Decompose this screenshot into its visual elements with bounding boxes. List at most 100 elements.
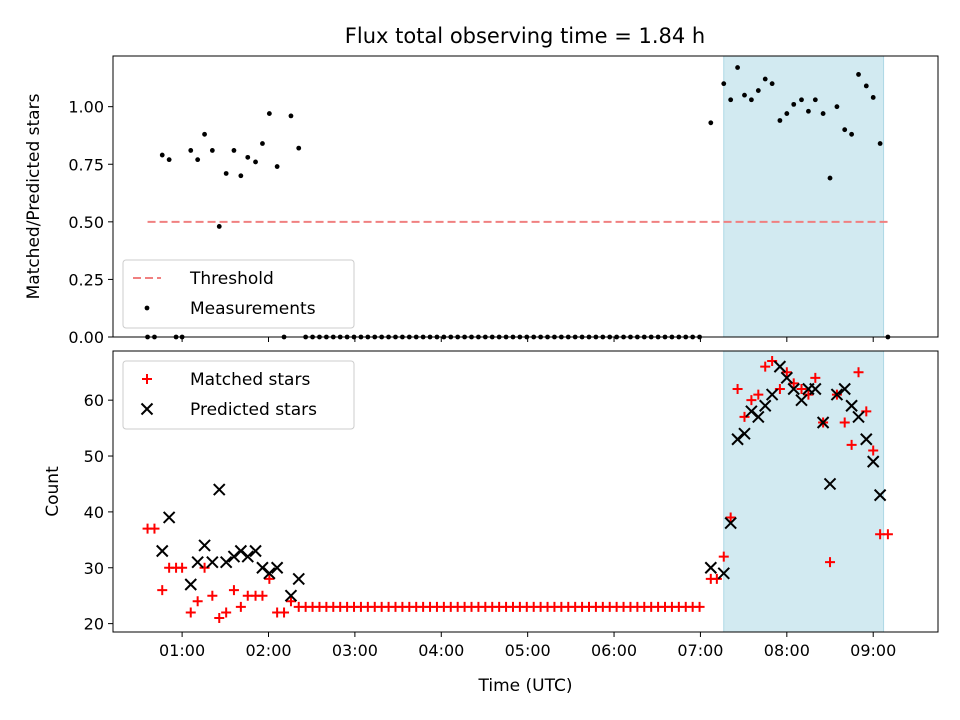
matched-star-point: [839, 417, 850, 428]
matched-star-point: [694, 601, 705, 612]
measurement-point: [721, 81, 727, 87]
predicted-star-point: [213, 483, 226, 496]
matched-star-point: [868, 445, 879, 456]
matched-star-point: [185, 607, 196, 618]
matched-star-point: [788, 378, 799, 389]
matched-star-point: [732, 383, 743, 394]
matched-star-point: [257, 590, 268, 601]
predicted-star-point: [860, 433, 873, 446]
matched-star-point: [760, 361, 771, 372]
measurement-point: [791, 101, 797, 107]
x-axis-label: Time (UTC): [478, 676, 573, 696]
predicted-star-point: [759, 399, 772, 412]
y-tick-label: 60: [84, 391, 104, 410]
predicted-star-point: [765, 388, 779, 401]
predicted-star-point: [284, 589, 298, 602]
measurement-point: [728, 97, 734, 103]
predicted-star-point: [787, 382, 800, 396]
x-tick-label: 04:00: [418, 641, 464, 660]
measurement-point: [877, 141, 883, 146]
measurement-point: [735, 65, 740, 70]
y-tick-label: 1.00: [68, 98, 104, 117]
matched-star-point: [853, 367, 864, 378]
top-legend: Threshold Measurements: [122, 259, 355, 329]
measurement-point: [784, 111, 790, 116]
predicted-star-point: [773, 360, 787, 373]
measurement-point: [245, 154, 251, 160]
measurement-point: [849, 131, 855, 137]
matched-star-point: [746, 395, 757, 406]
measurement-point: [274, 164, 280, 169]
matched-star-point: [825, 557, 836, 568]
y-tick-label: 0.25: [68, 270, 104, 289]
measurement-point: [820, 111, 826, 116]
measurement-point: [755, 88, 761, 93]
matched-star-point: [214, 613, 225, 624]
top-plot-area: [147, 56, 891, 337]
measurement-point: [231, 148, 237, 153]
measurement-point: [223, 171, 229, 176]
measurement-point: [260, 141, 265, 146]
measurement-point: [827, 175, 833, 181]
measurement-point: [812, 97, 818, 103]
predicted-star-point: [845, 399, 858, 412]
predicted-star-point: [852, 410, 865, 424]
predicted-star-point: [263, 567, 276, 580]
measurement-point: [253, 159, 258, 165]
measurement-point: [216, 224, 222, 229]
x-tick-label: 03:00: [332, 641, 378, 660]
measurement-point: [159, 152, 165, 158]
measurement-point: [799, 97, 804, 103]
x-tick-label: 08:00: [764, 641, 810, 660]
y-tick-label: 40: [84, 503, 104, 522]
matched-star-point: [177, 562, 188, 573]
matched-star-point: [264, 573, 275, 584]
predicted-star-point: [206, 555, 219, 569]
predicted-star-point: [270, 561, 284, 574]
matched-star-point: [285, 596, 296, 607]
measurement-point: [806, 108, 811, 114]
measurement-point: [863, 83, 869, 89]
top-axes-frame: [112, 55, 939, 338]
predicted-star-point: [738, 427, 751, 440]
matched-star-point: [810, 372, 821, 383]
matched-star-point: [221, 607, 232, 618]
x-tick-label: 01:00: [159, 641, 205, 660]
predicted-star-point: [809, 382, 822, 396]
matched-star-point: [781, 367, 792, 378]
legend-box: [122, 259, 355, 329]
x-tick-label: 05:00: [505, 641, 551, 660]
predicted-star-point: [704, 561, 718, 574]
bottom-axes-frame: [112, 350, 939, 633]
bottom-panel: 20 30 40 50 60 01:00 02:00 03:00 04:00 05:00 06:00…: [43, 350, 939, 696]
x-tick-label: 07:00: [677, 641, 723, 660]
predicted-star-point: [717, 567, 730, 580]
measurement-point: [762, 76, 768, 82]
measurement-point: [870, 95, 876, 100]
measurement-point: [238, 173, 244, 179]
measurement-point: [188, 148, 194, 153]
bottom-plot-area: [142, 351, 893, 632]
matched-star-point: [753, 389, 764, 400]
legend-cross-swatch: [140, 402, 154, 416]
matched-star-point: [882, 529, 893, 540]
bottom-legend: Matched stars Predicted stars: [122, 360, 355, 430]
matched-star-point: [711, 573, 722, 584]
matched-star-point: [192, 596, 203, 607]
predicted-star-point: [873, 488, 887, 502]
matched-star-point: [207, 590, 218, 601]
y-tick-label: 30: [84, 559, 104, 578]
measurement-point: [834, 104, 840, 110]
measurement-point: [777, 118, 783, 123]
matched-star-point: [739, 411, 750, 422]
matched-star-point: [157, 585, 168, 596]
x-tick-label: 09:00: [850, 641, 896, 660]
y-tick-label: 50: [84, 447, 104, 466]
observing-window-shade: [723, 56, 885, 337]
measurement-point: [769, 81, 775, 87]
measurement-point: [288, 113, 294, 119]
measurement-point: [296, 145, 302, 151]
x-tick-label: 06:00: [591, 641, 637, 660]
x-tick-label: 02:00: [245, 641, 291, 660]
predicted-star-point: [724, 516, 737, 530]
